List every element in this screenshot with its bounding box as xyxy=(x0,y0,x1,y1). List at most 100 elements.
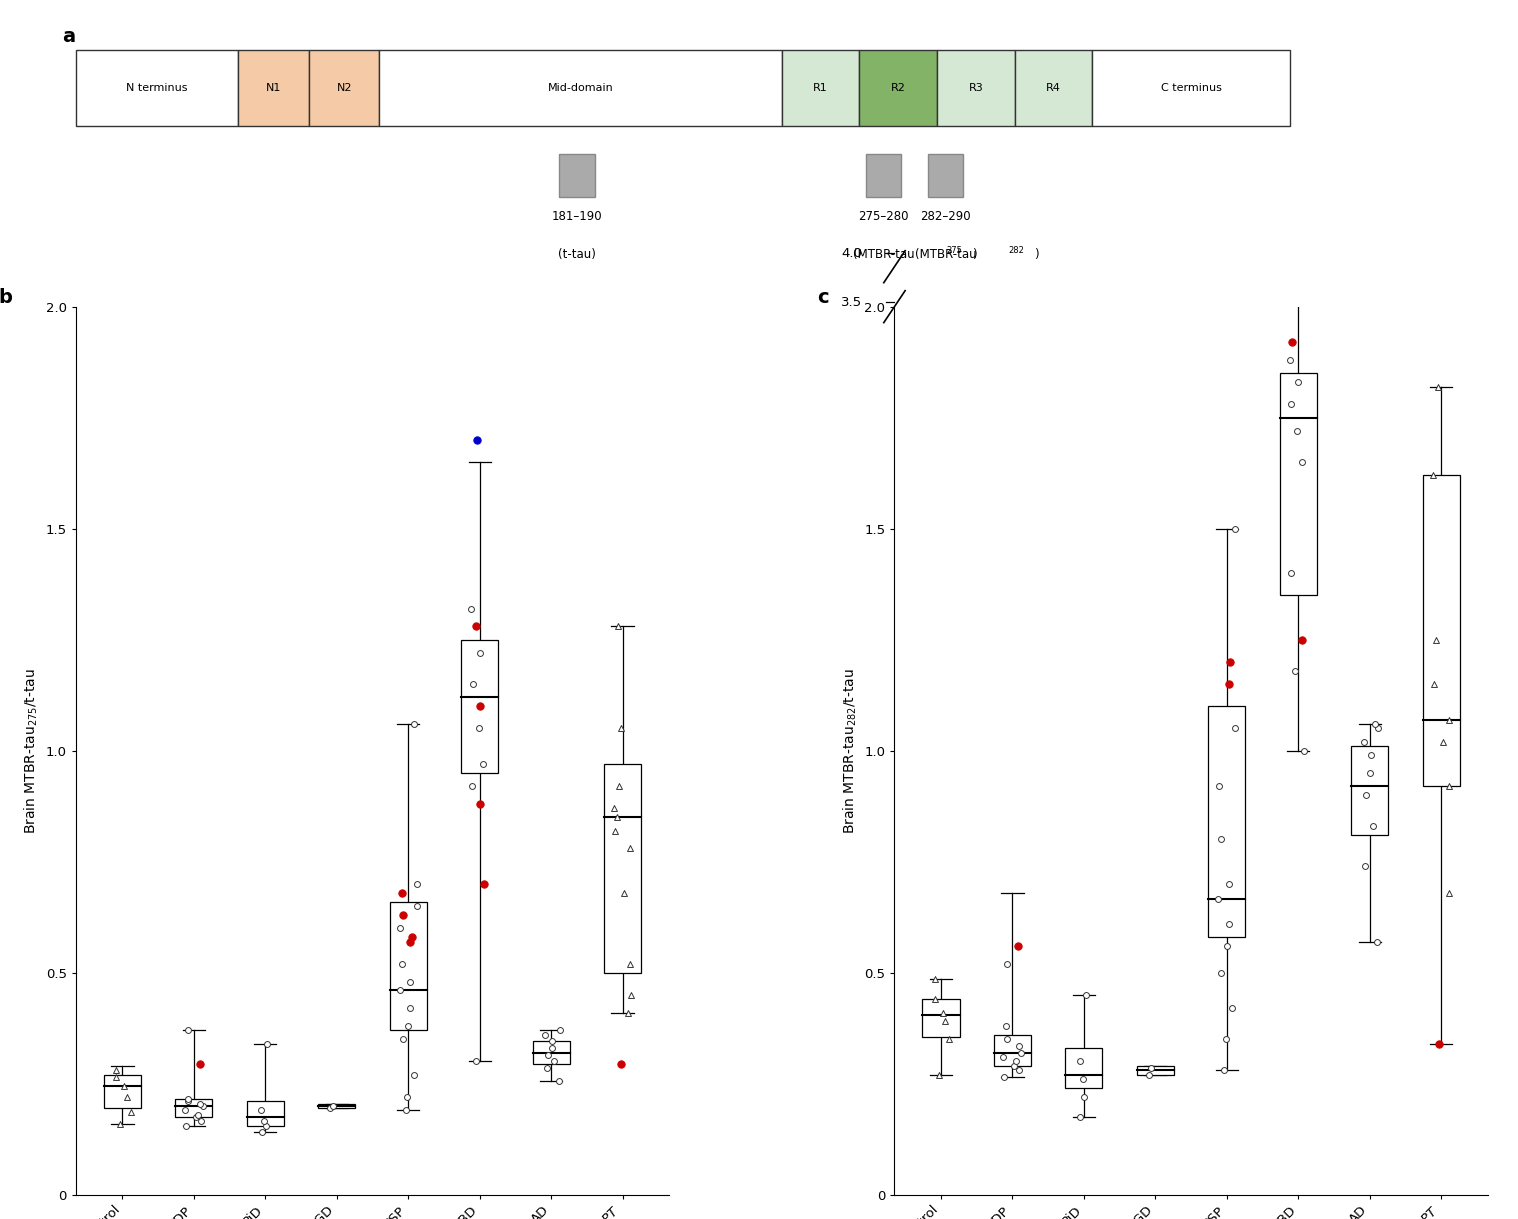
Point xyxy=(118,1103,143,1123)
Point xyxy=(249,1123,273,1142)
Text: 275: 275 xyxy=(946,246,962,255)
Point xyxy=(190,1096,214,1115)
Point xyxy=(1421,674,1445,694)
Bar xyxy=(319,1103,355,1108)
Bar xyxy=(1351,746,1389,835)
Point xyxy=(1219,652,1243,672)
Point xyxy=(1431,731,1456,751)
Point xyxy=(548,1020,572,1040)
Point xyxy=(1214,1030,1239,1050)
Point xyxy=(536,1045,560,1064)
Point xyxy=(255,1034,279,1053)
Text: N2: N2 xyxy=(337,83,352,93)
Text: C terminus: C terminus xyxy=(1161,83,1222,93)
Point xyxy=(176,1092,200,1112)
Point xyxy=(618,839,642,858)
Point xyxy=(405,874,430,894)
Point xyxy=(1292,741,1316,761)
FancyBboxPatch shape xyxy=(238,50,308,126)
Point xyxy=(546,1072,571,1091)
Point xyxy=(1427,1034,1451,1053)
Point xyxy=(472,874,496,894)
Bar xyxy=(1066,1048,1102,1089)
Point xyxy=(1006,1036,1031,1056)
Point xyxy=(1069,1107,1093,1126)
Point xyxy=(254,1117,278,1136)
Point xyxy=(934,1012,958,1031)
Point xyxy=(173,1117,197,1136)
Point xyxy=(1278,563,1302,583)
Point xyxy=(1208,830,1233,850)
Bar xyxy=(103,1075,141,1108)
Bar xyxy=(1280,373,1316,595)
Point xyxy=(1224,719,1248,739)
Text: (t-tau): (t-tau) xyxy=(559,247,597,261)
Point xyxy=(468,644,492,663)
Y-axis label: Brain MTBR-tau$_{275}$/t-tau: Brain MTBR-tau$_{275}$/t-tau xyxy=(23,668,39,834)
Point xyxy=(991,1047,1016,1067)
Text: N1: N1 xyxy=(266,83,281,93)
Point xyxy=(1354,785,1378,805)
Point xyxy=(616,1003,641,1023)
Point xyxy=(1280,395,1304,414)
FancyBboxPatch shape xyxy=(927,154,964,197)
FancyBboxPatch shape xyxy=(1093,50,1290,126)
Point xyxy=(396,1017,420,1036)
Point xyxy=(1220,998,1245,1018)
Point xyxy=(1217,674,1242,694)
Point xyxy=(185,1104,209,1124)
Point xyxy=(1278,350,1302,369)
Text: ): ) xyxy=(1034,247,1038,261)
Point xyxy=(603,820,627,840)
Point xyxy=(1363,714,1387,734)
Point xyxy=(1365,931,1389,951)
Point xyxy=(390,1030,414,1050)
Bar xyxy=(1422,475,1460,786)
Point xyxy=(1067,1052,1091,1072)
Bar xyxy=(533,1041,569,1064)
Point xyxy=(603,798,627,818)
Point xyxy=(176,1020,200,1040)
Point xyxy=(1002,1056,1026,1075)
Point xyxy=(1140,1058,1164,1078)
Bar xyxy=(604,764,641,973)
Y-axis label: Brain MTBR-tau$_{282}$/t-tau: Brain MTBR-tau$_{282}$/t-tau xyxy=(841,668,859,834)
Point xyxy=(609,1054,633,1074)
Point xyxy=(539,1039,563,1058)
Text: R4: R4 xyxy=(1046,83,1061,93)
Point xyxy=(619,985,644,1004)
Point xyxy=(103,1061,128,1080)
Point xyxy=(1421,466,1445,485)
Point xyxy=(1359,763,1383,783)
Point xyxy=(540,1031,565,1051)
Point xyxy=(1289,452,1313,472)
FancyBboxPatch shape xyxy=(380,50,782,126)
Text: 282–290: 282–290 xyxy=(920,210,972,223)
Text: Mid-domain: Mid-domain xyxy=(548,83,613,93)
Point xyxy=(923,969,947,989)
Text: ): ) xyxy=(972,247,976,261)
Point xyxy=(612,883,636,902)
Point xyxy=(993,1067,1017,1086)
Point xyxy=(1214,936,1239,956)
Point xyxy=(392,906,416,925)
Point xyxy=(1216,874,1240,894)
Point xyxy=(468,794,492,813)
Bar xyxy=(461,640,498,773)
Text: 282: 282 xyxy=(1008,246,1025,255)
Point xyxy=(923,990,947,1009)
Point xyxy=(1353,856,1377,875)
Point xyxy=(1360,817,1384,836)
Point xyxy=(173,1101,197,1120)
Bar xyxy=(247,1102,284,1126)
Text: N terminus: N terminus xyxy=(126,83,188,93)
Text: c: c xyxy=(817,288,829,307)
Point xyxy=(1366,719,1390,739)
Point xyxy=(188,1112,213,1131)
FancyBboxPatch shape xyxy=(859,50,937,126)
Point xyxy=(1072,1087,1096,1107)
FancyBboxPatch shape xyxy=(937,50,1014,126)
Point xyxy=(1359,745,1383,764)
Point xyxy=(1351,731,1375,751)
Point xyxy=(1283,661,1307,680)
